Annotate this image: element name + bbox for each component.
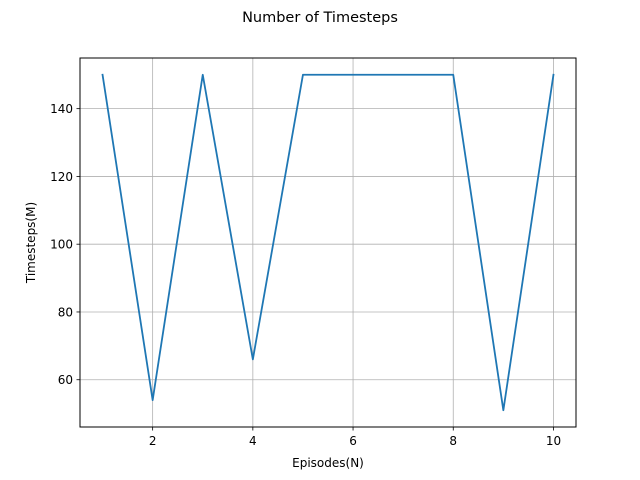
x-tick-label: 8 [449,434,457,448]
grid [80,58,576,427]
x-tick-label: 6 [349,434,357,448]
y-axis: 60 80 100 120 140 [50,102,80,387]
y-tick-label: 120 [50,170,73,184]
y-tick-label: 100 [50,238,73,252]
x-tick-label: 4 [249,434,257,448]
series-line [101,73,555,412]
y-tick-label: 60 [58,373,73,387]
x-axis-label: Episodes(N) [292,456,364,470]
y-tick-label: 80 [58,305,73,319]
plot-frame [79,57,577,428]
y-tick-label: 140 [50,102,73,116]
chart-title: Number of Timesteps [242,10,398,26]
x-tick-label: 10 [546,434,561,448]
x-tick-label: 2 [149,434,157,448]
x-axis: 2 4 6 8 10 [149,427,561,448]
y-axis-label: Timesteps(M) [24,202,38,284]
series-layer [101,73,555,412]
